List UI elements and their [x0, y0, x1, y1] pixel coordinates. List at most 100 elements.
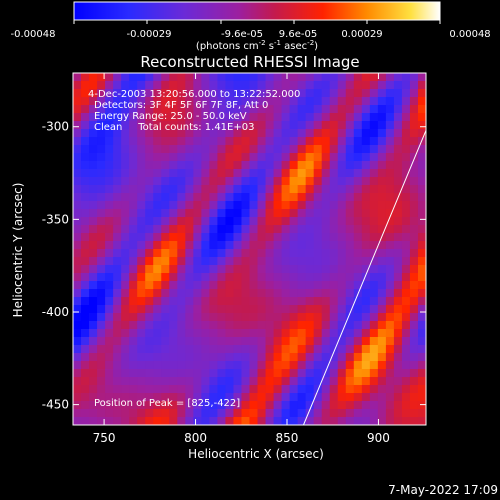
heatmap-cell: [297, 113, 307, 122]
colorbar-ticks: [73, 20, 441, 24]
heatmap-cell: [401, 225, 411, 234]
heatmap-cell: [337, 337, 347, 346]
heatmap-cell: [273, 209, 283, 218]
heatmap-cell: [145, 417, 154, 425]
heatmap-cell: [409, 409, 419, 418]
heatmap-cell: [145, 113, 154, 122]
heatmap-cell: [305, 153, 315, 162]
colorbar-tick-label: -0.00029: [127, 29, 172, 40]
heatmap-cell: [89, 145, 98, 154]
heatmap-cell: [289, 241, 299, 250]
heatmap-cell: [185, 129, 194, 138]
heatmap-cell: [185, 153, 194, 162]
heatmap-cell: [281, 361, 291, 370]
heatmap-cell: [329, 321, 339, 330]
heatmap-cell: [297, 121, 307, 130]
heatmap-cell: [129, 385, 138, 394]
heatmap-cell: [345, 369, 355, 378]
heatmap-cell: [345, 281, 355, 290]
heatmap-cell: [97, 129, 106, 138]
heatmap-cell: [377, 249, 387, 258]
heatmap-cell: [257, 145, 267, 154]
heatmap-cell: [209, 97, 219, 106]
heatmap-cell: [377, 129, 387, 138]
heatmap-cell: [289, 73, 299, 82]
heatmap-cell: [289, 121, 299, 130]
heatmap-cell: [289, 417, 299, 425]
heatmap-cell: [289, 321, 299, 330]
heatmap-cell: [313, 137, 323, 146]
heatmap-cell: [193, 361, 202, 370]
heatmap-cell: [313, 185, 323, 194]
heatmap-cell: [201, 281, 210, 290]
heatmap-cell: [257, 81, 267, 90]
heatmap-cell: [305, 121, 315, 130]
heatmap-cell: [89, 257, 98, 266]
heatmap-cell: [145, 153, 154, 162]
heatmap-cell: [369, 145, 379, 154]
heatmap-cell: [201, 401, 210, 410]
heatmap-cell: [393, 401, 403, 410]
heatmap-cell: [105, 89, 114, 98]
heatmap-cell: [249, 113, 259, 122]
heatmap-cell: [337, 97, 347, 106]
heatmap-cell: [393, 201, 403, 210]
heatmap-cell: [377, 265, 387, 274]
heatmap-cell: [353, 337, 363, 346]
heatmap-cell: [193, 273, 202, 282]
heatmap-cell: [417, 305, 426, 314]
heatmap-cell: [73, 177, 82, 186]
heatmap-cell: [393, 105, 403, 114]
heatmap-cell: [401, 121, 411, 130]
heatmap-cell: [193, 81, 202, 90]
heatmap-cell: [321, 385, 331, 394]
heatmap-cell: [265, 153, 275, 162]
heatmap-cell: [321, 177, 331, 186]
heatmap-cell: [161, 185, 170, 194]
heatmap-cell: [145, 361, 154, 370]
heatmap-cell: [393, 161, 403, 170]
heatmap-cell: [369, 129, 379, 138]
heatmap-cell: [153, 145, 162, 154]
heatmap-cell: [177, 129, 186, 138]
heatmap-cell: [321, 273, 331, 282]
heatmap-cell: [377, 345, 387, 354]
heatmap-cell: [209, 129, 219, 138]
heatmap-cell: [129, 193, 138, 202]
heatmap-cell: [417, 105, 426, 114]
heatmap-cell: [121, 329, 130, 338]
heatmap-cell: [297, 153, 307, 162]
heatmap-cell: [193, 153, 202, 162]
heatmap-cell: [249, 361, 259, 370]
heatmap-cell: [257, 209, 267, 218]
heatmap-cell: [273, 97, 283, 106]
heatmap-cell: [241, 217, 251, 226]
heatmap-cell: [73, 73, 82, 82]
heatmap-cell: [249, 81, 259, 90]
heatmap-cell: [313, 249, 323, 258]
heatmap-cell: [225, 177, 235, 186]
heatmap-cell: [273, 281, 283, 290]
heatmap-cell: [273, 145, 283, 154]
heatmap-cell: [257, 233, 267, 242]
heatmap-cell: [401, 145, 411, 154]
heatmap-cell: [153, 361, 162, 370]
heatmap-cell: [121, 241, 130, 250]
heatmap-cell: [385, 289, 395, 298]
heatmap-cell: [401, 313, 411, 322]
heatmap-cell: [113, 385, 122, 394]
heatmap-cell: [345, 73, 355, 82]
heatmap-cell: [201, 273, 210, 282]
heatmap-cell: [169, 105, 178, 114]
heatmap-cell: [233, 401, 243, 410]
heatmap-cell: [137, 385, 146, 394]
heatmap-cell: [281, 105, 291, 114]
heatmap-cell: [193, 201, 202, 210]
heatmap-cell: [137, 233, 146, 242]
heatmap-cell: [217, 329, 227, 338]
heatmap-cell: [361, 201, 371, 210]
heatmap-cell: [73, 345, 82, 354]
heatmap-cell: [361, 329, 371, 338]
heatmap-cell: [201, 89, 210, 98]
heatmap-cell: [233, 289, 243, 298]
